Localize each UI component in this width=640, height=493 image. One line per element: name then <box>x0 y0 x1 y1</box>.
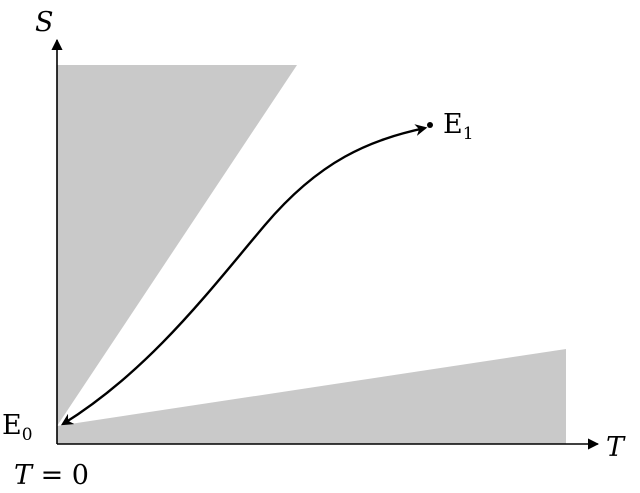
origin-label: T = 0 <box>14 460 89 491</box>
upper-shaded-region <box>57 65 297 426</box>
point-e1-sub: 1 <box>463 124 474 144</box>
lower-shaded-region <box>57 349 566 444</box>
point-e0-base: E <box>2 410 22 441</box>
point-e1-base: E <box>443 109 463 140</box>
point-e1-label: E1 <box>443 109 474 144</box>
point-e1-dot <box>427 122 433 128</box>
point-e0-label: E0 <box>2 410 33 445</box>
origin-label-equation: = 0 <box>32 460 89 491</box>
x-axis-label: T <box>606 432 626 463</box>
origin-label-variable: T <box>14 460 34 491</box>
trajectory-curve <box>60 124 428 426</box>
point-e0-sub: 0 <box>22 425 33 445</box>
y-axis-label: S <box>35 7 54 38</box>
